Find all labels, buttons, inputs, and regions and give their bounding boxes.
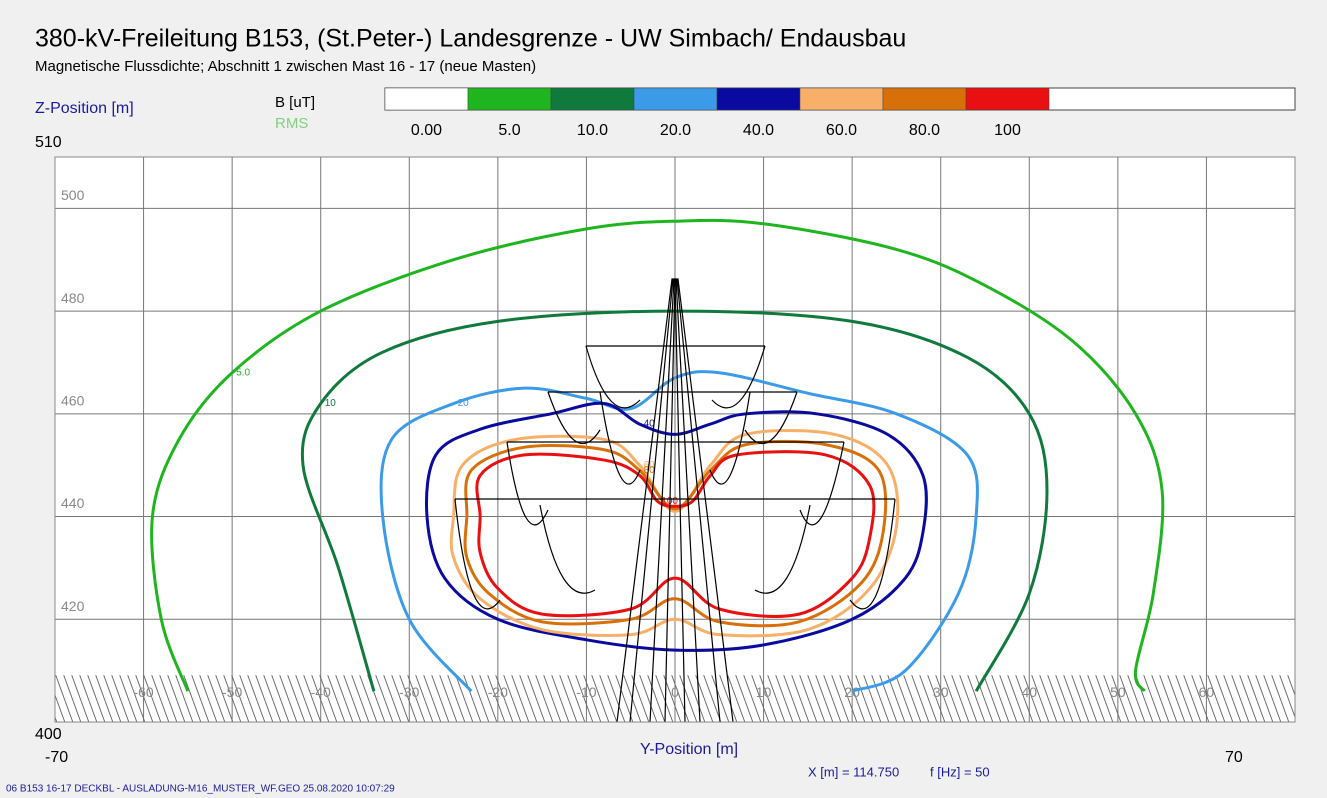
contour-label: 5.0 bbox=[236, 367, 250, 378]
x-tick-label: 20 bbox=[844, 684, 860, 700]
legend-swatch bbox=[467, 87, 552, 111]
grid bbox=[55, 157, 1295, 722]
y-limit-label: 400 bbox=[35, 726, 62, 743]
x-tick-label: -60 bbox=[133, 684, 153, 700]
legend-swatch bbox=[716, 87, 801, 111]
legend-swatch bbox=[799, 87, 884, 111]
contour-label: 20 bbox=[458, 398, 470, 409]
info-x: X [m] = 114.750 bbox=[808, 764, 899, 779]
x-limit-label: 70 bbox=[1225, 749, 1243, 766]
legend-label: 80.0 bbox=[909, 122, 940, 139]
legend-label: 10.0 bbox=[577, 122, 608, 139]
ground-hatch bbox=[55, 675, 1295, 722]
tower-mast bbox=[616, 278, 734, 722]
x-tick-label: -30 bbox=[399, 684, 419, 700]
footer: 06 B153 16-17 DECKBL - AUSLADUNG-M16_MUS… bbox=[6, 784, 395, 795]
legend-swatch bbox=[633, 87, 718, 111]
legend-subtitle: RMS bbox=[275, 115, 308, 132]
y-tick-label: 420 bbox=[61, 598, 85, 614]
x-tick-label: -50 bbox=[222, 684, 242, 700]
contour-line bbox=[463, 439, 888, 628]
legend-swatch bbox=[965, 87, 1050, 111]
x-tick-label: 0 bbox=[671, 684, 679, 700]
ticks: 420 440 460 480 500 -60 -50 -40 -30 -20 -10 0 10 20 30… bbox=[35, 134, 1243, 766]
contour-label: 10 bbox=[325, 398, 337, 409]
legend-label: 0.00 bbox=[411, 122, 442, 139]
legend-title: B [uT] bbox=[275, 94, 315, 111]
plot-frame bbox=[54, 156, 1296, 723]
x-tick-label: 30 bbox=[933, 684, 949, 700]
y-limit-label: 510 bbox=[35, 134, 62, 151]
legend-label: 40.0 bbox=[743, 122, 774, 139]
y-axis-label: Z-Position [m] bbox=[35, 100, 134, 117]
legend-swatch bbox=[384, 87, 469, 111]
contour-line bbox=[150, 218, 1165, 693]
info-f: f [Hz] = 50 bbox=[930, 764, 990, 779]
legend-label: 20.0 bbox=[660, 122, 691, 139]
contour-line bbox=[475, 450, 876, 618]
x-tick-label: 10 bbox=[756, 684, 772, 700]
chart-subtitle: Magnetische Flussdichte; Abschnitt 1 zwi… bbox=[35, 58, 536, 75]
chart-title: 380-kV-Freileitung B153, (St.Peter-) Lan… bbox=[35, 25, 906, 53]
tower-crossarms bbox=[455, 345, 895, 500]
legend: 0.00 5.0 10.0 20.0 40.0 60.0 80.0 100 bbox=[384, 87, 1296, 139]
y-tick-label: 480 bbox=[61, 290, 85, 306]
x-tick-label: -40 bbox=[311, 684, 331, 700]
tower-conductors bbox=[454, 345, 896, 610]
contour-line bbox=[379, 370, 979, 693]
contour-label: 40 bbox=[644, 419, 656, 430]
legend-label: 5.0 bbox=[498, 122, 520, 139]
contour-line bbox=[300, 309, 1049, 692]
x-tick-label: -20 bbox=[488, 684, 508, 700]
y-tick-label: 440 bbox=[61, 495, 85, 511]
x-tick-label: -10 bbox=[576, 684, 596, 700]
x-axis-label: Y-Position [m] bbox=[640, 741, 738, 758]
legend-label: 100 bbox=[994, 122, 1021, 139]
x-tick-label: 50 bbox=[1110, 684, 1126, 700]
y-tick-label: 460 bbox=[61, 393, 85, 409]
legend-swatch bbox=[550, 87, 635, 111]
tower bbox=[454, 278, 896, 722]
contour-label: 80 bbox=[644, 465, 656, 476]
contour-line bbox=[425, 401, 928, 652]
x-limit-label: -70 bbox=[45, 749, 68, 766]
y-tick-label: 500 bbox=[61, 187, 85, 203]
x-tick-label: 60 bbox=[1199, 684, 1215, 700]
legend-swatch bbox=[882, 87, 967, 111]
x-tick-label: 40 bbox=[1021, 684, 1037, 700]
legend-label: 60.0 bbox=[826, 122, 857, 139]
